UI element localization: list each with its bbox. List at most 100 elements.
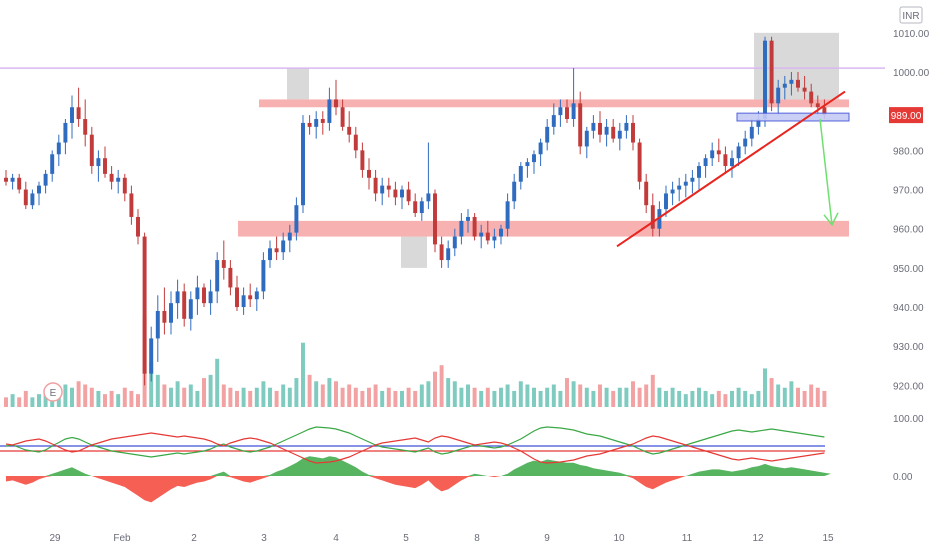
volume-bar bbox=[162, 384, 167, 407]
candle-body bbox=[142, 236, 147, 374]
volume-event-marker[interactable]: E bbox=[43, 382, 63, 402]
currency-badge: INR bbox=[899, 6, 923, 24]
volume-bar bbox=[736, 387, 741, 407]
candle bbox=[584, 126, 589, 159]
candle-body bbox=[472, 216, 477, 237]
volume-bar bbox=[419, 384, 424, 407]
candle-body bbox=[538, 142, 543, 155]
candle bbox=[697, 162, 701, 190]
candle-body bbox=[96, 158, 101, 167]
candle bbox=[30, 189, 35, 210]
candle-body bbox=[347, 126, 352, 135]
candle-body bbox=[4, 177, 8, 182]
candle-body bbox=[611, 126, 616, 139]
candle bbox=[499, 224, 503, 245]
candle-body bbox=[683, 181, 688, 186]
candle-body bbox=[182, 291, 187, 319]
candlesticks[interactable] bbox=[4, 36, 827, 386]
candle bbox=[604, 119, 609, 147]
candle-body bbox=[551, 115, 556, 127]
candle bbox=[518, 162, 523, 190]
candle bbox=[340, 99, 345, 131]
volume-bar bbox=[314, 381, 319, 407]
volume-bar bbox=[644, 384, 649, 407]
candle-body bbox=[736, 146, 741, 159]
volume-bar bbox=[208, 374, 213, 407]
candle-body bbox=[294, 205, 299, 233]
volume-bar bbox=[611, 390, 616, 407]
volume-bars bbox=[4, 317, 827, 407]
candle bbox=[558, 99, 563, 127]
candle-body bbox=[690, 177, 695, 182]
volume-bar bbox=[558, 390, 563, 407]
candle-body bbox=[789, 79, 794, 84]
candle bbox=[525, 158, 530, 178]
candle-body bbox=[664, 193, 668, 210]
time-tick-label: 2 bbox=[191, 533, 197, 544]
candle-body bbox=[386, 185, 391, 190]
pattern-box bbox=[401, 236, 427, 268]
candle bbox=[426, 142, 431, 210]
candle bbox=[624, 115, 629, 139]
volume-bar bbox=[782, 387, 787, 407]
candle-body bbox=[710, 150, 715, 159]
volume-bar bbox=[76, 381, 81, 407]
volume-bar bbox=[452, 381, 457, 407]
volume-bar bbox=[353, 387, 358, 407]
candle-body bbox=[677, 185, 682, 190]
volume-bar bbox=[459, 387, 464, 407]
volume-bar bbox=[37, 394, 41, 407]
candle-body bbox=[776, 87, 781, 104]
candle-body bbox=[802, 87, 807, 92]
candle-body bbox=[23, 189, 28, 206]
candle bbox=[631, 115, 635, 151]
volume-bar bbox=[182, 387, 187, 407]
time-tick-label: 11 bbox=[682, 533, 693, 544]
volume-bar bbox=[723, 394, 728, 407]
candle bbox=[796, 72, 800, 92]
candle-body bbox=[89, 134, 94, 167]
candle-body bbox=[56, 142, 61, 155]
price-tick-label: 960.00 bbox=[893, 225, 924, 236]
candle bbox=[116, 169, 121, 194]
time-tick-label: 12 bbox=[752, 533, 764, 544]
candle-body bbox=[10, 177, 15, 182]
candle bbox=[433, 189, 437, 253]
volume-bar bbox=[545, 387, 550, 407]
candle bbox=[551, 103, 556, 135]
candle bbox=[83, 99, 88, 147]
candle bbox=[50, 150, 55, 182]
candle-body bbox=[43, 173, 48, 186]
candle-body bbox=[360, 150, 365, 170]
candle bbox=[89, 126, 94, 174]
candle-body bbox=[426, 193, 431, 202]
candle-body bbox=[83, 119, 88, 135]
candle bbox=[452, 228, 457, 257]
candle-body bbox=[202, 287, 206, 304]
candle-body bbox=[393, 189, 398, 198]
price-tick-label: 970.00 bbox=[893, 186, 924, 197]
volume-bar bbox=[23, 390, 28, 407]
osc-histogram-negative bbox=[6, 476, 831, 503]
candle bbox=[512, 173, 517, 210]
candle-body bbox=[796, 79, 800, 88]
volume-bar bbox=[776, 384, 781, 407]
target-arrow-line bbox=[819, 118, 833, 225]
candle bbox=[188, 291, 193, 331]
volume-bar bbox=[466, 384, 470, 407]
candle bbox=[23, 181, 28, 210]
volume-bar bbox=[281, 384, 286, 407]
volume-bar bbox=[617, 387, 622, 407]
volume-bar bbox=[393, 390, 398, 407]
volume-bar bbox=[274, 390, 279, 407]
candle-body bbox=[380, 185, 385, 194]
price-tick-label: 1000.00 bbox=[893, 68, 930, 79]
volume-bar bbox=[254, 387, 259, 407]
time-axis[interactable]: 29 Feb 2 3 4 5 8 9 10 11 12 15 bbox=[49, 533, 834, 544]
candle-body bbox=[604, 126, 609, 135]
candle-body bbox=[657, 209, 662, 229]
volume-bar bbox=[584, 387, 589, 407]
pattern-box bbox=[754, 32, 839, 100]
candle bbox=[769, 36, 774, 112]
